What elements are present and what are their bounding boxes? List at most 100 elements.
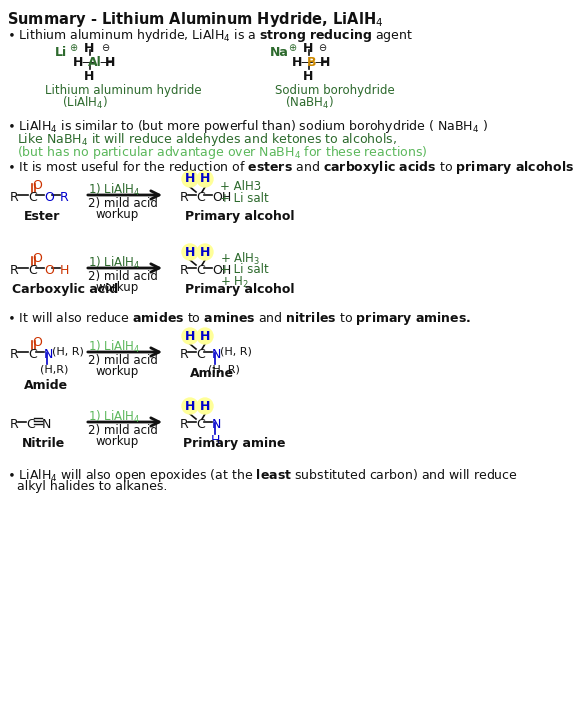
- Text: H: H: [84, 42, 94, 55]
- Text: 2) mild acid: 2) mild acid: [88, 270, 158, 283]
- Text: H: H: [84, 70, 94, 83]
- Text: N: N: [42, 418, 51, 431]
- Text: workup: workup: [95, 281, 138, 294]
- Text: Primary alcohol: Primary alcohol: [185, 283, 294, 296]
- Text: C: C: [28, 191, 37, 204]
- Text: (but has no particular advantage over NaBH$_4$ for these reactions): (but has no particular advantage over Na…: [17, 144, 427, 161]
- Circle shape: [182, 398, 198, 414]
- Text: R: R: [10, 348, 19, 361]
- Text: —: —: [314, 56, 327, 69]
- Text: O: O: [44, 264, 54, 277]
- Text: O: O: [32, 336, 42, 349]
- Text: 2) mild acid: 2) mild acid: [88, 197, 158, 210]
- Text: R: R: [10, 191, 19, 204]
- Text: C: C: [28, 264, 37, 277]
- Text: Ester: Ester: [24, 210, 60, 223]
- Text: R: R: [180, 348, 189, 361]
- Text: Carboxylic acid: Carboxylic acid: [12, 283, 118, 296]
- Text: OH: OH: [212, 191, 231, 204]
- Text: ⊖: ⊖: [101, 43, 109, 53]
- Text: Li: Li: [55, 46, 67, 59]
- Text: (H, R): (H, R): [208, 364, 240, 374]
- Text: C: C: [28, 348, 37, 361]
- Text: R: R: [180, 418, 189, 431]
- Text: H: H: [200, 245, 210, 259]
- Text: Amine: Amine: [190, 367, 234, 380]
- Text: R: R: [10, 264, 19, 277]
- Circle shape: [182, 244, 198, 260]
- Text: H: H: [200, 399, 210, 413]
- Text: H: H: [185, 330, 195, 342]
- Text: H: H: [60, 264, 70, 277]
- Text: Amide: Amide: [24, 379, 68, 392]
- Text: workup: workup: [95, 435, 138, 448]
- Text: O: O: [44, 191, 54, 204]
- Text: H: H: [211, 434, 220, 447]
- Text: H: H: [105, 56, 116, 69]
- Text: R: R: [10, 418, 19, 431]
- Text: H: H: [200, 330, 210, 342]
- Text: H: H: [292, 56, 302, 69]
- Text: (LiAlH$_4$): (LiAlH$_4$): [62, 95, 108, 111]
- Text: Nitrile: Nitrile: [22, 437, 65, 450]
- Text: 1) LiAlH$_4$: 1) LiAlH$_4$: [88, 255, 141, 271]
- Text: + Li salt: + Li salt: [220, 192, 269, 205]
- Text: (NaBH$_4$): (NaBH$_4$): [285, 95, 333, 111]
- Text: H: H: [185, 172, 195, 186]
- Text: alkyl halides to alkanes.: alkyl halides to alkanes.: [17, 480, 167, 493]
- Text: $\bullet$ It will also reduce $\mathbf{amides}$ to $\mathbf{amines}$ and $\mathb: $\bullet$ It will also reduce $\mathbf{a…: [7, 310, 471, 327]
- Text: O: O: [32, 252, 42, 265]
- Text: $\bullet$ LiAlH$_4$ will also open epoxides (at the $\mathbf{least}$ substituted: $\bullet$ LiAlH$_4$ will also open epoxi…: [7, 467, 518, 484]
- Text: ⊕: ⊕: [288, 43, 296, 53]
- Circle shape: [197, 244, 213, 260]
- Text: C: C: [196, 191, 205, 204]
- Text: R: R: [180, 264, 189, 277]
- Text: 1) LiAlH$_4$: 1) LiAlH$_4$: [88, 339, 141, 355]
- Text: + Li salt: + Li salt: [220, 263, 269, 276]
- Text: R: R: [60, 191, 69, 204]
- Circle shape: [197, 171, 213, 187]
- Text: C: C: [196, 348, 205, 361]
- Circle shape: [197, 328, 213, 344]
- Text: + AlH$_3$: + AlH$_3$: [220, 251, 260, 267]
- Text: (H, R): (H, R): [220, 347, 252, 357]
- Text: Primary alcohol: Primary alcohol: [185, 210, 294, 223]
- Text: + H$_2$: + H$_2$: [220, 275, 249, 290]
- Circle shape: [197, 398, 213, 414]
- Text: workup: workup: [95, 208, 138, 221]
- Text: (H, R): (H, R): [52, 347, 84, 357]
- Text: O: O: [32, 179, 42, 192]
- Text: N: N: [212, 348, 221, 361]
- Text: Summary - Lithium Aluminum Hydride, LiAlH$_4$: Summary - Lithium Aluminum Hydride, LiAl…: [7, 10, 384, 29]
- Text: H: H: [200, 172, 210, 186]
- Circle shape: [182, 171, 198, 187]
- Text: 1) LiAlH$_4$: 1) LiAlH$_4$: [88, 409, 141, 425]
- Text: C: C: [26, 418, 34, 431]
- Text: —: —: [99, 56, 112, 69]
- Text: $\bullet$ It is most useful for the reduction of $\mathbf{esters}$ and $\mathbf{: $\bullet$ It is most useful for the redu…: [7, 159, 574, 176]
- Text: H: H: [303, 70, 313, 83]
- Text: Like NaBH$_4$ it will reduce aldehydes and ketones to alcohols,: Like NaBH$_4$ it will reduce aldehydes a…: [17, 131, 397, 148]
- Text: N: N: [44, 348, 53, 361]
- Circle shape: [182, 328, 198, 344]
- Text: 2) mild acid: 2) mild acid: [88, 354, 158, 367]
- Text: Primary amine: Primary amine: [183, 437, 286, 450]
- Text: Na: Na: [270, 46, 289, 59]
- Text: Sodium borohydride: Sodium borohydride: [275, 84, 395, 97]
- Text: C: C: [196, 264, 205, 277]
- Text: + AlH3: + AlH3: [220, 180, 261, 193]
- Text: ⊕: ⊕: [69, 43, 77, 53]
- Text: ⊖: ⊖: [318, 43, 326, 53]
- Text: $\bullet$ LiAlH$_4$ is similar to (but more powerful than) sodium borohydride ( : $\bullet$ LiAlH$_4$ is similar to (but m…: [7, 118, 488, 135]
- Text: 1) LiAlH$_4$: 1) LiAlH$_4$: [88, 182, 141, 198]
- Text: Lithium aluminum hydride: Lithium aluminum hydride: [45, 84, 202, 97]
- Text: (H,R): (H,R): [40, 364, 68, 374]
- Text: —: —: [300, 56, 312, 69]
- Text: H: H: [185, 399, 195, 413]
- Text: H: H: [73, 56, 83, 69]
- Text: workup: workup: [95, 365, 138, 378]
- Text: C: C: [196, 418, 205, 431]
- Text: H: H: [320, 56, 331, 69]
- Text: B: B: [307, 56, 316, 69]
- Text: H: H: [303, 42, 313, 55]
